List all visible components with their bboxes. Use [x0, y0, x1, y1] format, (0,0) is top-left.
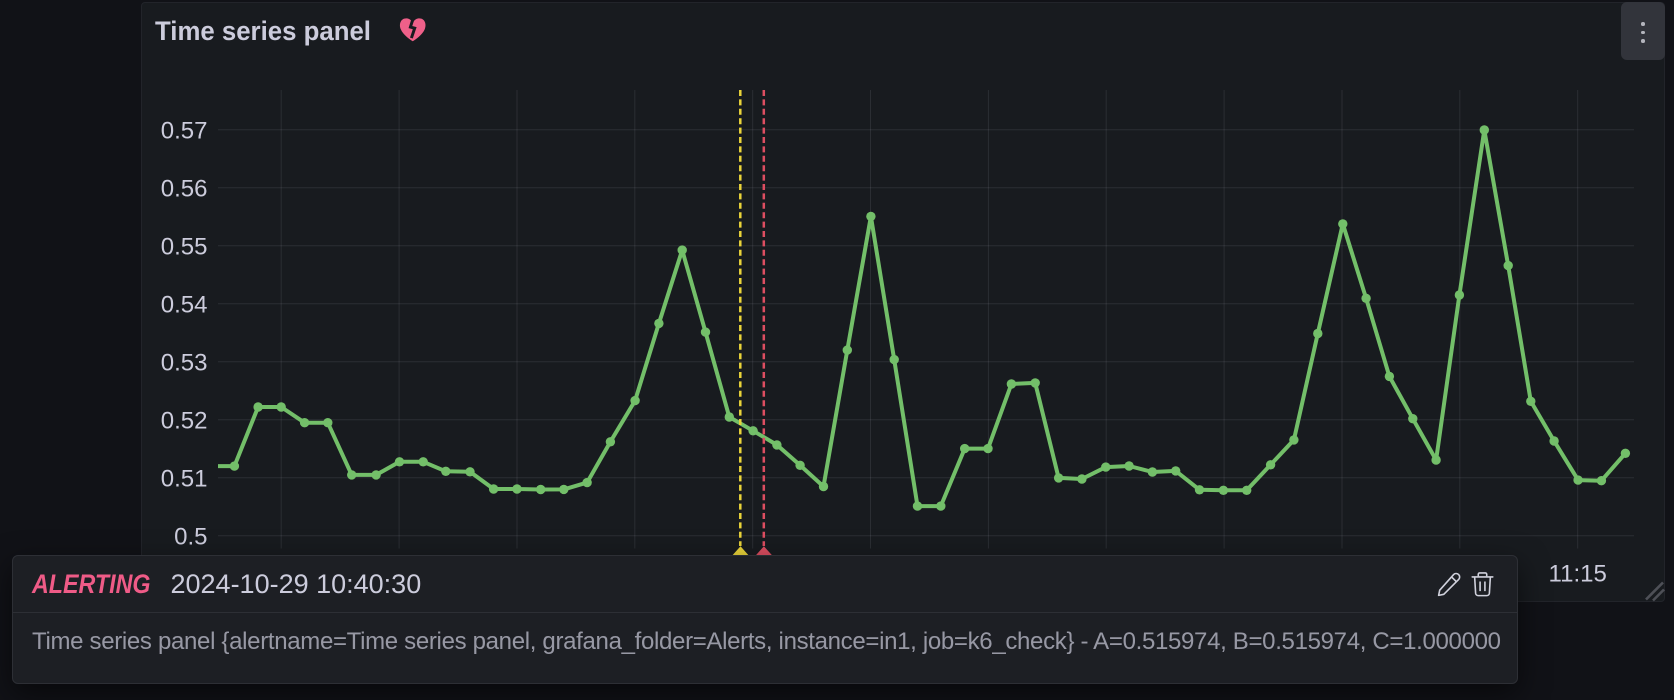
- svg-text:0.57: 0.57: [161, 117, 208, 144]
- svg-text:0.52: 0.52: [161, 407, 208, 434]
- svg-text:0.51: 0.51: [161, 465, 208, 492]
- svg-text:0.5: 0.5: [174, 523, 207, 550]
- svg-text:0.54: 0.54: [161, 291, 208, 318]
- svg-text:0.56: 0.56: [161, 175, 208, 202]
- svg-text:0.53: 0.53: [161, 349, 208, 376]
- svg-text:11:15: 11:15: [1549, 561, 1607, 588]
- svg-text:0.55: 0.55: [161, 233, 208, 260]
